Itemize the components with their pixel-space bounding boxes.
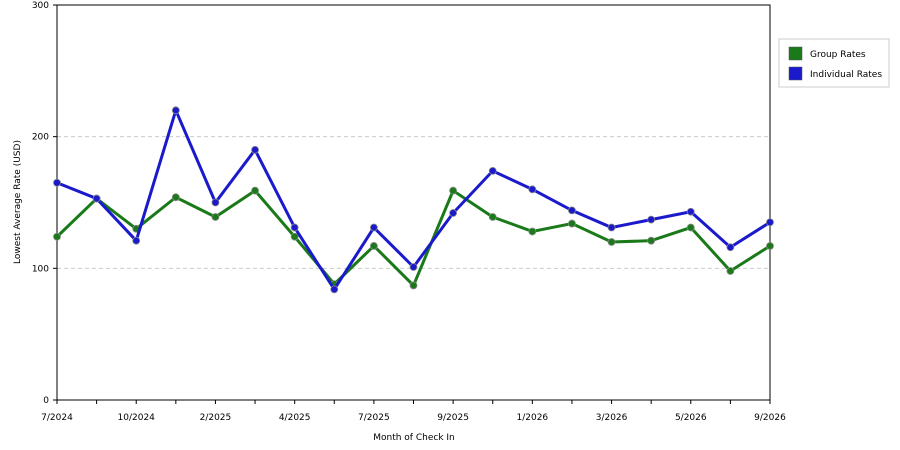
- x-tick-label: 4/2025: [279, 413, 311, 423]
- series-line: [56, 105, 771, 293]
- y-tick-label: 100: [32, 264, 49, 274]
- x-tick-label: 5/2026: [675, 413, 707, 423]
- x-tick-label: 9/2026: [754, 413, 786, 423]
- data-point: [369, 242, 378, 250]
- data-point: [290, 232, 299, 241]
- data-point: [409, 263, 418, 271]
- data-point: [211, 213, 220, 221]
- data-point: [766, 242, 774, 250]
- series-line: [55, 188, 771, 289]
- x-tick-label: 10/2024: [118, 413, 156, 423]
- data-point: [171, 106, 180, 115]
- x-tick-label: 7/2025: [358, 413, 390, 423]
- data-point: [171, 193, 180, 202]
- x-tick-label: 3/2026: [596, 413, 628, 423]
- data-point: [528, 185, 537, 194]
- data-point: [53, 178, 61, 187]
- x-axis-label: Month of Check In: [373, 433, 455, 443]
- data-point: [488, 213, 497, 221]
- data-point: [251, 145, 259, 154]
- data-point: [686, 223, 695, 232]
- data-point: [528, 227, 537, 236]
- legend-label: Group Rates: [810, 50, 866, 60]
- x-tick-label: 1/2026: [516, 413, 548, 423]
- x-tick-label: 2/2025: [200, 413, 232, 423]
- data-point: [53, 232, 61, 241]
- data-point: [369, 223, 378, 232]
- data-point: [132, 236, 141, 245]
- y-tick-label: 200: [32, 133, 49, 143]
- y-tick-label: 0: [43, 396, 49, 406]
- data-point: [766, 218, 774, 227]
- data-point: [330, 285, 339, 294]
- data-point: [449, 209, 458, 217]
- plot-frame: [56, 4, 771, 401]
- legend-swatch: [788, 46, 803, 61]
- x-tick-label: 9/2025: [437, 413, 469, 423]
- y-axis-label: Lowest Average Rate (USD): [13, 140, 23, 264]
- data-point: [607, 238, 616, 246]
- legend-label: Individual Rates: [810, 70, 882, 80]
- x-tick-label: 7/2024: [41, 413, 73, 423]
- data-point: [290, 223, 299, 232]
- y-tick-label: 300: [32, 1, 49, 11]
- data-point: [686, 207, 695, 216]
- data-point: [568, 206, 576, 215]
- data-point: [647, 215, 656, 224]
- data-point: [726, 243, 735, 252]
- data-point: [449, 186, 458, 195]
- data-point: [92, 194, 101, 203]
- data-point: [211, 198, 220, 207]
- legend-swatch: [788, 66, 803, 81]
- data-point: [488, 166, 497, 175]
- data-point: [409, 281, 418, 290]
- data-point: [251, 186, 259, 195]
- data-point: [568, 219, 576, 228]
- data-point: [607, 223, 616, 232]
- data-point: [726, 267, 735, 275]
- data-point: [647, 236, 656, 245]
